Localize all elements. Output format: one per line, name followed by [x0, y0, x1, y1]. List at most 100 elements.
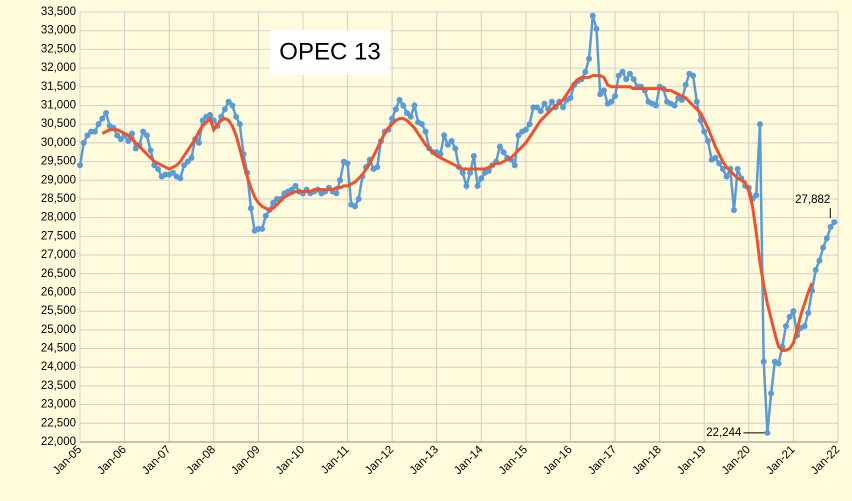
- data-point: [593, 25, 600, 32]
- y-tick-label: 27,000: [41, 249, 76, 261]
- data-point: [80, 139, 87, 146]
- data-point: [155, 166, 162, 173]
- data-point: [236, 121, 243, 128]
- data-point: [582, 68, 589, 75]
- data-point: [355, 195, 362, 202]
- data-point: [812, 267, 819, 273]
- y-tick-label: 30,000: [41, 137, 76, 149]
- data-point: [816, 257, 823, 264]
- data-point: [652, 102, 659, 109]
- data-point: [169, 169, 176, 176]
- data-point: [337, 177, 344, 184]
- data-point: [586, 55, 593, 62]
- data-point: [99, 115, 106, 122]
- y-tick-label: 24,500: [41, 343, 76, 355]
- data-point: [441, 132, 448, 139]
- y-tick-label: 31,000: [41, 100, 76, 112]
- data-point: [515, 132, 522, 139]
- data-point: [351, 203, 358, 210]
- data-point: [396, 96, 403, 103]
- data-point: [463, 182, 470, 189]
- data-point: [91, 128, 98, 135]
- y-tick-label: 29,500: [41, 156, 76, 168]
- data-point: [444, 141, 451, 148]
- y-tick-label: 25,000: [41, 324, 76, 336]
- data-point: [292, 182, 299, 189]
- data-point: [207, 111, 214, 118]
- data-point: [548, 98, 555, 105]
- data-point: [511, 162, 518, 169]
- y-tick-label: 22,500: [41, 417, 76, 429]
- data-point: [690, 72, 697, 79]
- data-point: [262, 212, 269, 219]
- data-point: [181, 162, 188, 169]
- data-point: [199, 117, 206, 124]
- data-point: [407, 113, 414, 120]
- data-point: [247, 205, 254, 212]
- data-point: [560, 104, 567, 111]
- data-point: [790, 308, 797, 315]
- series-line: [101, 74, 814, 352]
- data-point: [333, 190, 340, 197]
- data-point: [805, 310, 812, 316]
- data-point: [125, 138, 132, 144]
- data-point: [801, 323, 808, 330]
- data-point: [760, 358, 767, 365]
- data-point: [270, 199, 277, 206]
- y-tick-label: 33,000: [41, 25, 76, 37]
- data-point: [612, 93, 619, 100]
- data-point: [597, 91, 604, 98]
- data-point: [522, 126, 529, 133]
- data-point: [619, 68, 626, 75]
- data-point: [782, 323, 789, 330]
- data-point: [147, 147, 154, 154]
- data-point: [786, 313, 793, 320]
- data-point: [188, 154, 195, 161]
- data-point: [77, 162, 83, 169]
- data-point: [623, 76, 630, 83]
- data-point: [764, 429, 771, 436]
- y-tick-label: 26,500: [41, 268, 76, 280]
- data-point: [567, 95, 574, 101]
- data-point: [344, 160, 351, 167]
- data-point: [422, 128, 429, 135]
- data-point: [615, 72, 622, 79]
- data-point: [534, 104, 541, 111]
- y-tick-label: 31,500: [41, 81, 76, 93]
- data-point: [827, 224, 834, 230]
- data-point: [823, 235, 830, 242]
- data-point: [467, 169, 474, 176]
- data-point: [233, 113, 240, 120]
- data-point: [775, 360, 782, 367]
- annotation: 27,882: [795, 194, 830, 206]
- data-point: [140, 128, 147, 135]
- data-point: [114, 132, 121, 139]
- data-point: [411, 102, 418, 109]
- data-point: [229, 102, 236, 109]
- data-point: [221, 106, 228, 113]
- title-box: [270, 30, 390, 75]
- data-point: [630, 76, 637, 83]
- data-point: [184, 158, 191, 165]
- y-tick-label: 28,500: [41, 193, 76, 205]
- data-point: [820, 244, 827, 251]
- data-point: [478, 175, 485, 182]
- data-point: [195, 139, 202, 146]
- y-tick-label: 23,500: [41, 380, 76, 392]
- data-point: [418, 121, 425, 128]
- data-point: [671, 102, 678, 109]
- chart-title: OPEC 13: [279, 38, 380, 65]
- data-point: [712, 154, 719, 161]
- data-point: [95, 121, 102, 128]
- data-point: [84, 132, 91, 139]
- data-point: [693, 98, 700, 105]
- data-point: [734, 166, 741, 173]
- data-point: [682, 81, 689, 88]
- y-tick-label: 25,500: [41, 305, 76, 317]
- data-point: [448, 138, 455, 144]
- data-point: [756, 121, 763, 128]
- data-point: [403, 109, 410, 116]
- data-point: [129, 130, 136, 137]
